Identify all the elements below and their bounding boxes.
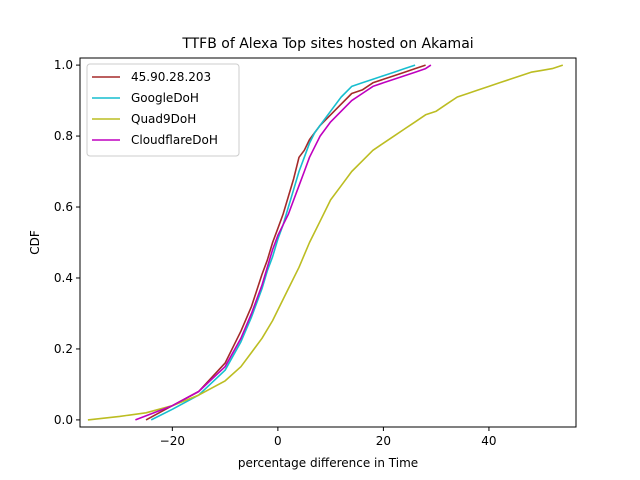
x-axis-label: percentage difference in Time	[238, 456, 418, 470]
series-line-1	[150, 64, 416, 421]
series-line-0	[145, 64, 426, 421]
legend-label: CloudflareDoH	[131, 133, 218, 147]
x-tick-label: 0	[274, 434, 282, 448]
legend-label: GoogleDoH	[131, 91, 199, 105]
plot-area	[87, 64, 564, 421]
legend: 45.90.28.203 GoogleDoH Quad9DoH CloudflareD…	[86, 63, 240, 157]
series-line-2	[87, 64, 564, 421]
y-tick-label: 0.0	[54, 413, 73, 427]
chart-title: TTFB of Alexa Top sites hosted on Akamai	[181, 36, 473, 52]
x-tick-label: 40	[481, 434, 496, 448]
x-axis: −20 0 20 40	[160, 427, 497, 448]
legend-label: Quad9DoH	[131, 112, 196, 126]
y-tick-label: 0.8	[54, 129, 73, 143]
axes-frame	[79, 57, 577, 428]
y-tick-label: 1.0	[54, 58, 73, 72]
legend-label: 45.90.28.203	[131, 70, 211, 84]
y-axis-label: CDF	[28, 230, 42, 255]
series-line-3	[135, 64, 432, 421]
y-axis: 0.0 0.2 0.4 0.6 0.8 1.0	[54, 58, 80, 427]
y-tick-label: 0.6	[54, 200, 73, 214]
legend-box	[86, 63, 240, 157]
x-tick-label: 20	[376, 434, 391, 448]
y-tick-label: 0.4	[54, 271, 73, 285]
x-tick-label: −20	[160, 434, 185, 448]
y-tick-label: 0.2	[54, 342, 73, 356]
